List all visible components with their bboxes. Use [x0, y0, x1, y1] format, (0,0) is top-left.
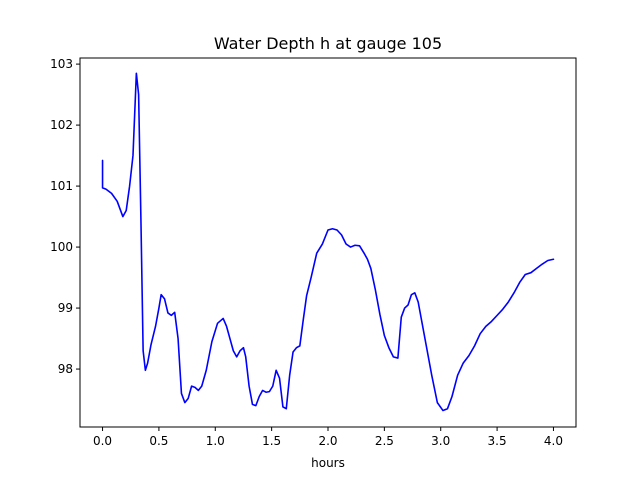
- x-tick-label: 1.0: [206, 434, 225, 448]
- x-axis-label: hours: [311, 456, 345, 470]
- x-tick-label: 2.0: [318, 434, 337, 448]
- x-tick-label: 2.5: [375, 434, 394, 448]
- y-tick-label: 103: [50, 57, 73, 71]
- y-axis: 98 99 100 101 102 103: [50, 57, 80, 376]
- y-tick-label: 99: [58, 301, 73, 315]
- x-tick-label: 3.5: [488, 434, 507, 448]
- plot-frame: [79, 57, 577, 428]
- chart-title: Water Depth h at gauge 105: [214, 34, 442, 53]
- plot-area: [101, 72, 555, 412]
- x-tick-label: 4.0: [544, 434, 563, 448]
- x-axis: 0.0 0.5 1.0 1.5 2.0 2.5 3.0 3.5 4.0: [93, 427, 563, 448]
- y-tick-label: 102: [50, 118, 73, 132]
- x-tick-label: 3.0: [431, 434, 450, 448]
- y-tick-label: 100: [50, 240, 73, 254]
- y-tick-label: 98: [58, 362, 73, 376]
- x-tick-label: 0.5: [149, 434, 168, 448]
- y-tick-label: 101: [50, 179, 73, 193]
- x-tick-label: 1.5: [262, 434, 281, 448]
- series-line-0: [101, 72, 555, 412]
- x-tick-label: 0.0: [93, 434, 112, 448]
